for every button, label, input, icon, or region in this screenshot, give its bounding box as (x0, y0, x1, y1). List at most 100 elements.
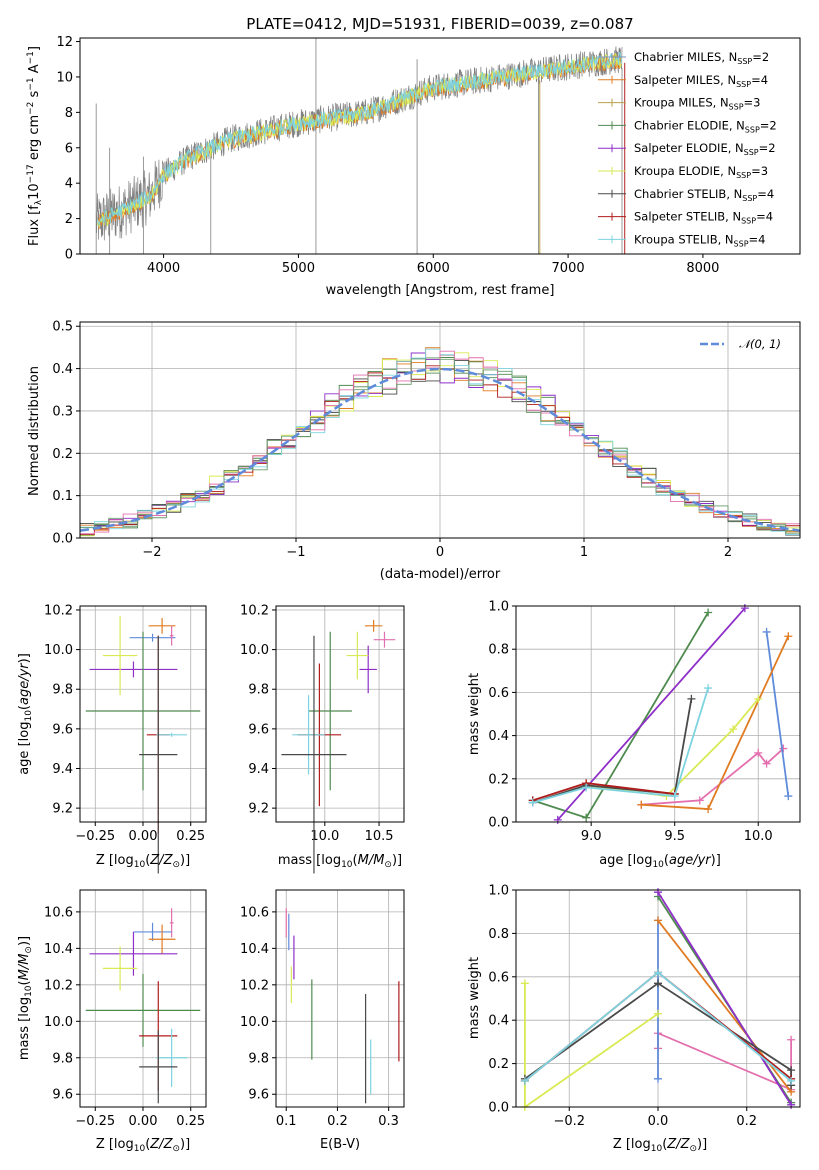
mw-age-frame (515, 605, 801, 823)
spectrum-ytick-label: 10 (56, 70, 73, 85)
mw-z-ytick-label: 0.4 (488, 1014, 509, 1029)
mw-age-point-marker (637, 800, 646, 809)
legend-entry: Kroupa MILES, NSSP=3 (634, 96, 760, 112)
mw-age-point-marker (740, 604, 749, 613)
mw-age-point-marker (784, 792, 793, 801)
mass-ebv-xtick-label: 0.2 (327, 1114, 348, 1129)
age-z-ytick-label: 9.4 (52, 762, 73, 777)
mw-age-point-marker (729, 725, 738, 734)
mw-age-point-marker (553, 815, 562, 824)
mass-z-ytick-label: 10.6 (44, 905, 73, 920)
spectrum-ytick-label: 4 (65, 177, 73, 192)
legend-entry: Salpeter MILES, NSSP=4 (634, 73, 768, 89)
mass-z-xtick-label: −0.25 (75, 1114, 115, 1129)
mass-ebv-ytick-label: 10.4 (240, 942, 269, 957)
mw-z-point-marker (654, 1074, 662, 1083)
spectrum-xtick-label: 7000 (552, 261, 585, 276)
mw-z-point-marker (654, 979, 662, 988)
residual-ytick-label: 0.1 (52, 489, 73, 504)
mw-z-ytick-label: 0.6 (488, 970, 509, 985)
mw-age-ytick-label: 1.0 (488, 600, 509, 615)
age-z-xtick-label: −0.25 (75, 829, 115, 844)
spectrum-ytick-label: 2 (65, 212, 73, 227)
mw-age-xlabel: age [log10(age/yr)] (599, 853, 721, 870)
mw-z-ytick-label: 0.0 (488, 1101, 509, 1116)
legend-gaussian-label: 𝒩(0, 1) (739, 337, 781, 351)
mass-z-ytick-label: 9.6 (52, 1088, 73, 1103)
mass-ebv-ytick-label: 9.6 (248, 1088, 269, 1103)
mw-z-point-marker (654, 888, 662, 897)
mw-age-point-marker (779, 744, 788, 753)
mw-age-point-marker (704, 684, 713, 693)
spectrum-panel: 4000 5000 6000 7000 8000 0 2 4 6 8 10 12 Chabrier MI… (56, 35, 801, 276)
mw-age-ytick-label: 0.8 (488, 643, 509, 658)
mw-age-point-marker (754, 694, 763, 703)
mw-z-series-line (657, 891, 792, 1106)
mw-age-ytick-label: 0.2 (488, 772, 509, 787)
mass-z-ytick-label: 9.8 (52, 1051, 73, 1066)
mw-z-point-marker (787, 1076, 796, 1085)
mw-age-xtick-label: 10.0 (744, 829, 773, 844)
age-z-ytick-label: 9.2 (52, 802, 73, 817)
mass-ebv-xtick-label: 0.1 (276, 1114, 297, 1129)
age-z-ytick-label: 9.6 (52, 722, 73, 737)
mw-z-xlabel: Z [log10(Z/Z⊙)] (613, 1137, 707, 1154)
mass-weight-vs-metallicity-panel: −0.2 0.0 0.2 0.0 0.2 0.4 0.6 0.8 1.0 (488, 884, 801, 1129)
mass-ebv-xtick-label: 0.3 (378, 1114, 399, 1129)
age-mass-frame (275, 605, 405, 823)
spectrum-xtick-label: 4000 (147, 261, 180, 276)
mw-z-series-line (524, 983, 659, 1109)
legend-entry: Kroupa ELODIE, NSSP=3 (634, 164, 768, 180)
mw-age-point-marker (528, 798, 537, 807)
residual-xtick-label: 2 (724, 545, 732, 560)
mass-z-ytick-label: 10.4 (44, 942, 73, 957)
mw-z-point-marker (787, 1035, 796, 1044)
age-mass-ytick-label: 9.6 (248, 722, 269, 737)
mw-z-point-marker (654, 1009, 662, 1018)
mw-age-series-line (532, 782, 675, 802)
legend-entry: Chabrier MILES, NSSP=2 (634, 50, 769, 66)
mw-age-point-marker (670, 792, 679, 801)
mw-age-xtick-label: 9.0 (581, 829, 602, 844)
mass-vs-ebv-panel: 0.1 0.2 0.3 9.6 9.8 10.0 10.2 10.4 10.6 (240, 889, 405, 1129)
age-mass-ytick-label: 9.4 (248, 762, 269, 777)
residual-xtick-label: 1 (580, 545, 588, 560)
mw-age-series-line (765, 631, 790, 797)
age-mass-ytick-label: 10.2 (240, 603, 269, 618)
spectrum-ytick-label: 6 (65, 141, 73, 156)
mass-ebv-ytick-label: 10.6 (240, 905, 269, 920)
spectrum-frame (79, 37, 801, 255)
mass-ebv-frame (275, 889, 405, 1108)
mass-z-frame (79, 889, 207, 1108)
mw-age-series-line (532, 698, 693, 804)
residual-ytick-label: 0.2 (52, 447, 73, 462)
age-z-ytick-label: 10.0 (44, 643, 73, 658)
mw-z-frame (515, 889, 801, 1108)
mw-age-series-line (557, 607, 746, 821)
mw-z-xtick-label: −0.2 (553, 1114, 585, 1129)
residual-ytick-label: 0.4 (52, 362, 73, 377)
residual-frame (79, 321, 801, 539)
mw-z-point-marker (520, 1076, 529, 1085)
mw-age-point-marker (582, 813, 591, 822)
residual-ytick-label: 0.5 (52, 320, 73, 335)
residual-ytick-label: 0.3 (52, 404, 73, 419)
age-z-xtick-label: 0.00 (129, 829, 158, 844)
legend-entry: Chabrier STELIB, NSSP=4 (634, 187, 774, 203)
mw-z-series-line (657, 919, 792, 1093)
mw-age-point-marker (754, 748, 763, 757)
mw-age-point-marker (582, 783, 591, 792)
mw-z-point-marker (520, 979, 529, 988)
mw-z-point-marker (787, 1066, 796, 1075)
residual-histogram-step (79, 358, 800, 538)
mw-age-series-line (586, 698, 759, 798)
age-vs-mass-panel: 10.0 10.5 9.2 9.4 9.6 9.8 10.0 10.2 (240, 603, 405, 874)
spectrum-ytick-label: 8 (65, 106, 73, 121)
residual-ytick-label: 0.0 (52, 532, 73, 547)
age-z-frame (79, 605, 207, 823)
residual-xtick-label: −2 (142, 545, 161, 560)
mw-z-series-line (657, 1031, 792, 1091)
age-z-xtick-label: 0.25 (176, 829, 205, 844)
mw-age-series-line (532, 687, 709, 804)
mw-age-point-marker (762, 627, 771, 636)
